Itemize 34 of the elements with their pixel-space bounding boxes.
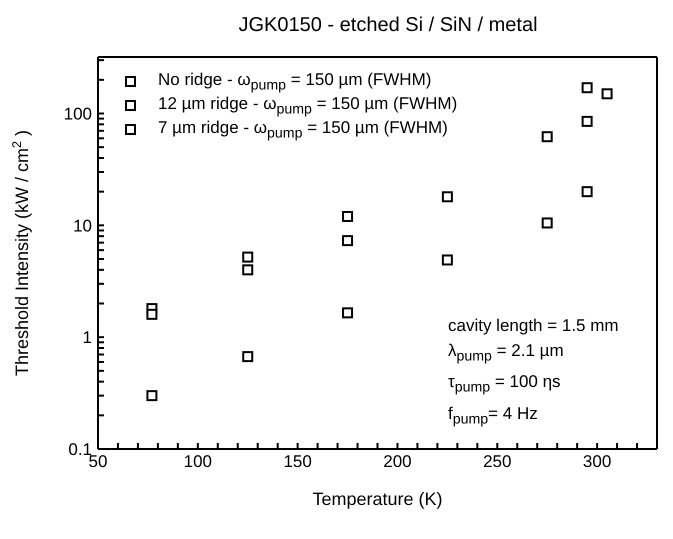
point (602, 88, 613, 100)
point (242, 252, 254, 263)
legend-label: 7 µm ridge - ω$_{pump}$ = 150 µm (FWHM) (158, 118, 448, 142)
x-tick-label: 50 (88, 452, 108, 472)
point (442, 254, 453, 266)
x-axis-title: Temperature (K) (312, 489, 443, 509)
annotation: λ$_{pump}$ = 2.1 µm (448, 340, 565, 366)
x-tick-label: 250 (483, 452, 512, 472)
x-tick-label: 150 (283, 452, 312, 472)
x-tick-label: 300 (582, 452, 612, 472)
legend-label: No ridge - ω$_{pump}$ = 150 µm (FWHM) (158, 70, 432, 94)
point (342, 307, 354, 318)
annotation: f$_{pump}$= 4 Hz (448, 402, 539, 430)
point (342, 210, 354, 222)
y-tick-label: 100 (64, 104, 92, 124)
annotation: cavity length = 1.5 mm (448, 315, 619, 337)
point (242, 351, 254, 362)
point (542, 131, 553, 142)
point (146, 390, 158, 402)
legend-label: 12 µm ridge - ω$_{pump}$ = 150 µm (FWHM) (158, 94, 458, 118)
point (582, 116, 593, 127)
point (542, 217, 553, 228)
point (442, 191, 453, 202)
x-tick-label: 200 (383, 452, 412, 472)
annotation: τ$_{pump}$ = 100 ηs (448, 371, 562, 398)
y-tick-label: 10 (73, 216, 92, 236)
point (146, 308, 158, 320)
x-tick-label: 100 (184, 452, 212, 472)
y-tick-label: 1 (82, 328, 92, 348)
point (582, 82, 593, 94)
point (342, 235, 354, 246)
point (242, 264, 254, 276)
chart-title: JGK0150 - etched Si / SiN / metal (237, 14, 539, 37)
point (582, 186, 593, 198)
